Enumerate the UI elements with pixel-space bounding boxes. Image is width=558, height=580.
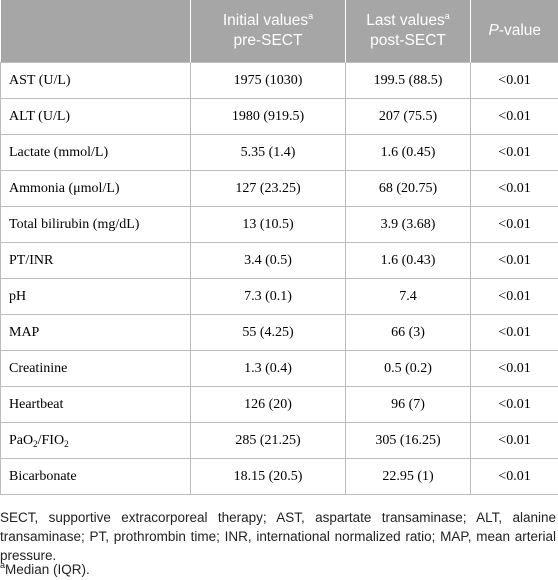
data-table: Initial valuesa pre-SECT Last valuesa post-…: [0, 0, 558, 495]
cell: 96 (7): [345, 386, 471, 423]
cell: 199.5 (88.5): [345, 62, 471, 99]
cell: 22.95 (1): [345, 458, 471, 495]
cell: 1.3 (0.4): [190, 350, 346, 387]
cell: <0.01: [470, 458, 558, 495]
row-label: pH: [0, 278, 191, 315]
row-label: PaO2/FIO2: [0, 422, 191, 459]
header-sup: a: [308, 11, 314, 21]
cell: <0.01: [470, 314, 558, 351]
row-label: ALT (U/L): [0, 98, 191, 135]
footnote-text: Median (IQR).: [5, 562, 90, 577]
cell: 1.6 (0.45): [345, 134, 471, 171]
cell: 66 (3): [345, 314, 471, 351]
cell: 3.9 (3.68): [345, 206, 471, 243]
cell: <0.01: [470, 350, 558, 387]
cell: <0.01: [470, 206, 558, 243]
cell: 126 (20): [190, 386, 346, 423]
header-sup: a: [444, 11, 450, 21]
footnote: SECT, supportive extracorporeal therapy;…: [0, 510, 556, 563]
row-label: Bicarbonate: [0, 458, 191, 495]
cell: 68 (20.75): [345, 170, 471, 207]
cell: 0.5 (0.2): [345, 350, 471, 387]
cell: 1975 (1030): [190, 62, 346, 99]
cell: <0.01: [470, 134, 558, 171]
cell: 1980 (919.5): [190, 98, 346, 135]
cell: 13 (10.5): [190, 206, 346, 243]
header-text: Last values: [366, 12, 445, 29]
cell: 285 (21.25): [190, 422, 346, 459]
cell: <0.01: [470, 242, 558, 279]
cell: 7.3 (0.1): [190, 278, 346, 315]
row-label: Lactate (mmol/L): [0, 134, 191, 171]
header-text: -value: [498, 22, 542, 39]
row-label: Total bilirubin (mg/dL): [0, 206, 191, 243]
cell: 1.6 (0.43): [345, 242, 471, 279]
row-label: PT/INR: [0, 242, 191, 279]
table-row: PT/INR 3.4 (0.5) 1.6 (0.43) <0.01: [0, 242, 558, 279]
cell: 305 (16.25): [345, 422, 471, 459]
table-row: pH 7.3 (0.1) 7.4 <0.01: [0, 278, 558, 315]
cell: <0.01: [470, 278, 558, 315]
cell: <0.01: [470, 386, 558, 423]
table-row: Ammonia (μmol/L) 127 (23.25) 68 (20.75) <0.…: [0, 170, 558, 207]
row-label: AST (U/L): [0, 62, 191, 99]
header-italic: P: [488, 22, 499, 39]
cell: 7.4: [345, 278, 471, 315]
cell: 3.4 (0.5): [190, 242, 346, 279]
subscript: 2: [33, 438, 38, 449]
table-row: MAP 55 (4.25) 66 (3) <0.01: [0, 314, 558, 351]
table-body: AST (U/L) 1975 (1030) 199.5 (88.5) <0.01 ALT…: [0, 62, 558, 495]
cell: 207 (75.5): [345, 98, 471, 135]
header-row: Initial valuesa pre-SECT Last valuesa post-…: [0, 0, 558, 63]
label-part: PaO: [9, 432, 34, 448]
header-cell: [0, 0, 191, 63]
footnote-marker: a: [0, 560, 6, 570]
table-row: Lactate (mmol/L) 5.35 (1.4) 1.6 (0.45) <0.0…: [0, 134, 558, 171]
table-row: PaO2/FIO2 285 (21.25) 305 (16.25) <0.01: [0, 422, 558, 459]
table-row: Heartbeat 126 (20) 96 (7) <0.01: [0, 386, 558, 423]
label-part: /FIO: [37, 432, 65, 448]
cell: 127 (23.25): [190, 170, 346, 207]
footnote-median: aMedian (IQR).: [0, 560, 556, 579]
cell: 18.15 (20.5): [190, 458, 346, 495]
header-text: Initial values: [222, 12, 309, 29]
header-cell: P-value: [470, 0, 558, 63]
row-label: Ammonia (μmol/L): [0, 170, 191, 207]
row-label: Creatinine: [0, 350, 191, 387]
header-cell: Last valuesa post-SECT: [345, 0, 471, 63]
table-row: AST (U/L) 1975 (1030) 199.5 (88.5) <0.01: [0, 62, 558, 99]
table-row: Total bilirubin (mg/dL) 13 (10.5) 3.9 (3.6…: [0, 206, 558, 243]
cell: 55 (4.25): [190, 314, 346, 351]
header-cell: Initial valuesa pre-SECT: [190, 0, 346, 63]
cell: <0.01: [470, 170, 558, 207]
table-row: Creatinine 1.3 (0.4) 0.5 (0.2) <0.01: [0, 350, 558, 387]
cell: <0.01: [470, 62, 558, 99]
table-row: Bicarbonate 18.15 (20.5) 22.95 (1) <0.01: [0, 458, 558, 495]
header-text: post-SECT: [370, 32, 446, 49]
cell: <0.01: [470, 98, 558, 135]
subscript: 2: [64, 438, 69, 449]
header-text: pre-SECT: [233, 32, 303, 49]
row-label: Heartbeat: [0, 386, 191, 423]
row-label: MAP: [0, 314, 191, 351]
table-row: ALT (U/L) 1980 (919.5) 207 (75.5) <0.01: [0, 98, 558, 135]
cell: <0.01: [470, 422, 558, 459]
cell: 5.35 (1.4): [190, 134, 346, 171]
